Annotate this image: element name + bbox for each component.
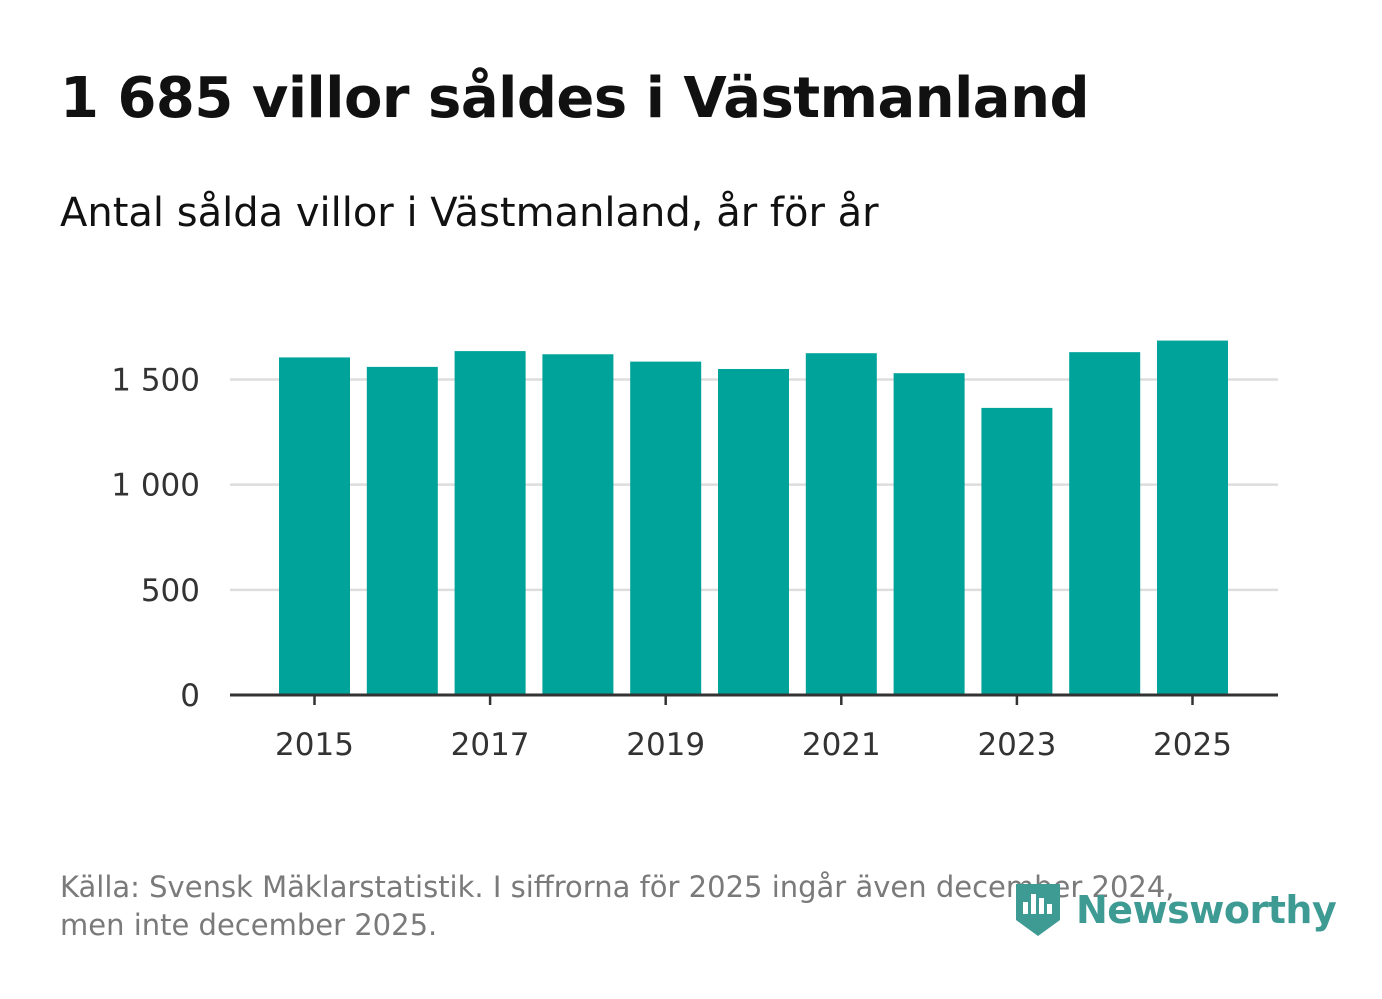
x-tick-label: 2021 <box>802 727 881 763</box>
bar-2021 <box>805 353 877 695</box>
bar-2020 <box>718 368 789 695</box>
axes: 0 500 1 000 1 500 2015 2017 2019 2021 2023 2025 <box>111 363 1278 763</box>
bars <box>279 340 1228 695</box>
source-line-2: men inte december 2025. <box>60 908 438 942</box>
newsworthy-logo-icon <box>1016 884 1060 936</box>
bar-2019 <box>630 361 702 695</box>
y-tick-label: 1 000 <box>111 468 200 504</box>
y-tick-label: 1 500 <box>111 363 200 399</box>
x-tick-label: 2023 <box>977 727 1056 763</box>
bar-2015 <box>279 357 350 695</box>
bar-2017 <box>454 351 526 695</box>
logo-text: Newsworthy <box>1076 888 1337 932</box>
bar-2016 <box>366 366 438 695</box>
chart-title: 1 685 villor såldes i Västmanland <box>60 66 1090 131</box>
bar-2024 <box>1069 352 1141 695</box>
source-note: Källa: Svensk Mäklarstatistik. I siffror… <box>60 868 1260 944</box>
x-tick-label: 2025 <box>1153 727 1232 763</box>
x-tick-label: 2015 <box>275 727 354 763</box>
x-tick-label: 2017 <box>451 727 530 763</box>
y-tick-label: 500 <box>141 573 200 609</box>
chart-subtitle: Antal sålda villor i Västmanland, år för… <box>60 190 879 236</box>
bar-2022 <box>893 373 965 695</box>
y-tick-label: 0 <box>180 678 200 714</box>
bar-2018 <box>542 354 614 695</box>
bar-2023 <box>981 407 1053 695</box>
newsworthy-logo: Newsworthy <box>1012 880 1337 940</box>
source-line-1: Källa: Svensk Mäklarstatistik. I siffror… <box>60 870 1175 904</box>
bar-2025 <box>1157 340 1228 695</box>
x-tick-label: 2019 <box>626 727 705 763</box>
